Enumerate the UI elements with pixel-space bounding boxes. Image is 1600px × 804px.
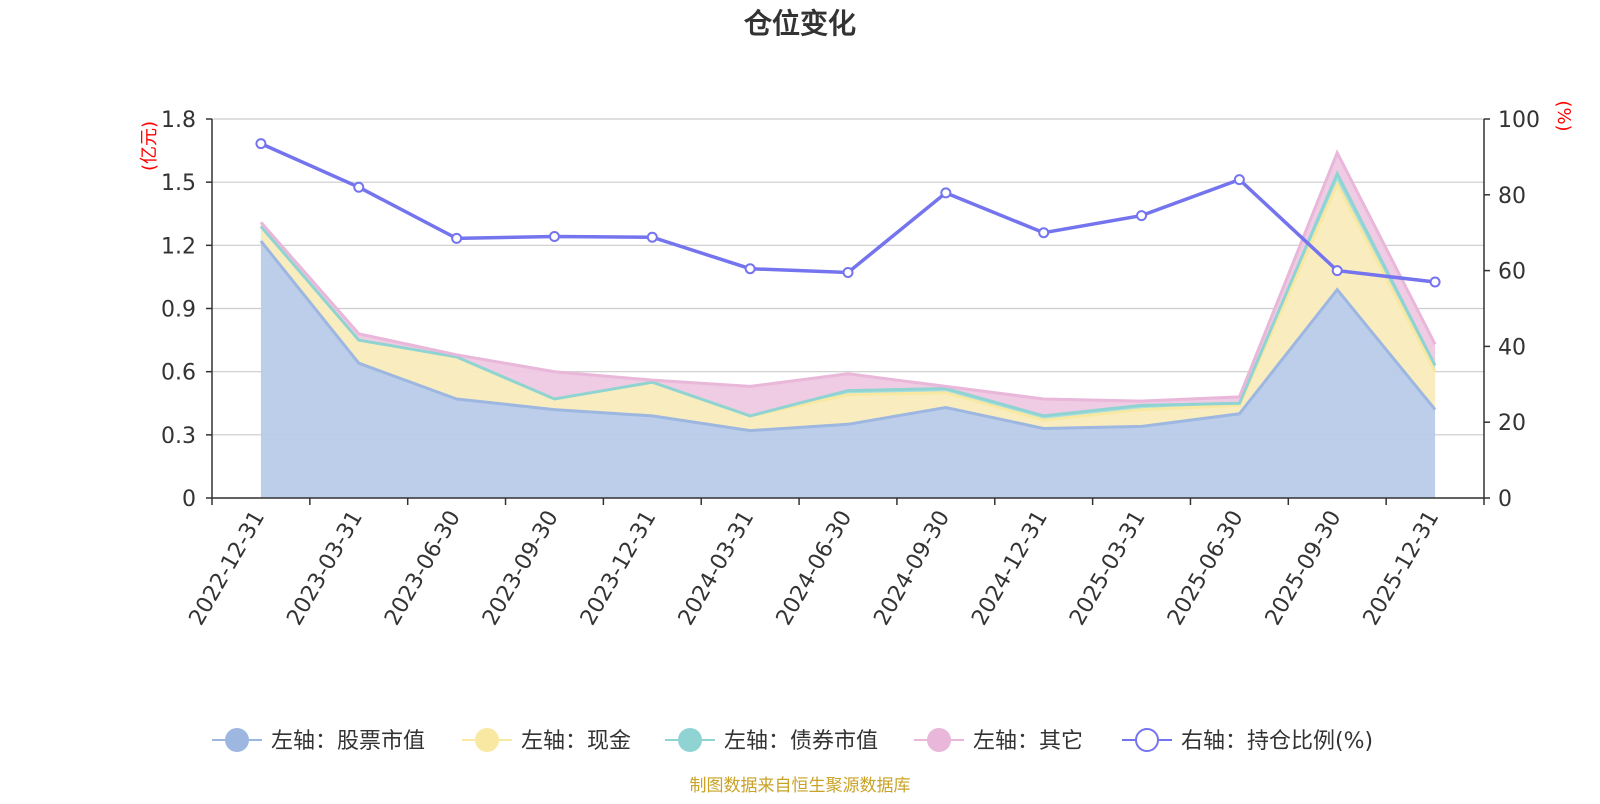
legend: 左轴：股票市值 左轴：现金 左轴：债券市值 左轴：其它 右轴：持仓比例(%): [212, 728, 1373, 754]
right-tick-label: 20: [1498, 411, 1526, 436]
legend-label: 左轴：股票市值: [271, 729, 425, 754]
x-tick-label: 2022-12-31: [185, 507, 271, 630]
left-tick-label: 1.8: [161, 108, 196, 133]
left-tick-label: 1.5: [161, 171, 196, 196]
source-note: 制图数据来自恒生聚源数据库: [690, 776, 911, 796]
right-axis-unit: (%): [1553, 100, 1574, 131]
left-tick-label: 0.3: [161, 424, 196, 449]
ratio-line-path: [260, 142, 1436, 284]
x-tick-label: 2025-03-31: [1065, 507, 1151, 630]
legend-label: 左轴：其它: [973, 729, 1083, 754]
x-tick-label: 2024-06-30: [772, 507, 858, 630]
ratio-point: [353, 181, 365, 193]
ratio-point: [1136, 210, 1148, 222]
x-tick-label: 2024-03-31: [674, 507, 760, 630]
area-edge-series-1: [259, 240, 1437, 433]
ratio-point: [1429, 276, 1441, 288]
right-tick-label: 100: [1498, 108, 1540, 133]
ratio-line: [255, 138, 1441, 288]
x-tick-label: 2025-09-30: [1261, 507, 1347, 630]
right-tick-label: 80: [1498, 184, 1526, 209]
ratio-point: [842, 266, 854, 278]
left-tick-label: 0: [182, 487, 196, 512]
x-tick-label: 2025-12-31: [1359, 507, 1445, 630]
x-tick-label: 2025-06-30: [1163, 507, 1249, 630]
area-edge-series-4: [259, 149, 1437, 403]
ratio-point: [1038, 227, 1050, 239]
left-axis-unit: (亿元): [139, 121, 160, 171]
right-tick-label: 40: [1498, 335, 1526, 360]
legend-marker: [678, 728, 702, 752]
legend-label: 左轴：现金: [521, 729, 631, 754]
left-tick-label: 0.9: [161, 298, 196, 323]
legend-marker: [1135, 728, 1159, 752]
ratio-point: [548, 230, 560, 242]
right-tick-label: 60: [1498, 260, 1526, 285]
left-tick-label: 0.6: [161, 361, 196, 386]
ratio-point: [451, 232, 463, 244]
legend-label: 左轴：债券市值: [724, 729, 878, 754]
x-tick-label: 2023-09-30: [478, 507, 564, 630]
right-tick-label: 0: [1498, 487, 1512, 512]
legend-marker: [927, 728, 951, 752]
chart-title: 仓位变化: [744, 7, 856, 40]
legend-marker: [475, 728, 499, 752]
left-tick-label: 1.2: [161, 234, 196, 259]
ratio-point: [1233, 174, 1245, 186]
ratio-point: [255, 138, 267, 150]
area-series-1: [260, 241, 1436, 498]
ratio-point: [744, 263, 756, 275]
legend-label: 右轴：持仓比例(%): [1181, 729, 1373, 754]
x-tick-label: 2023-12-31: [576, 507, 662, 630]
x-tick-label: 2023-03-31: [282, 507, 368, 630]
ratio-point: [940, 187, 952, 199]
x-tick-label: 2024-12-31: [967, 507, 1053, 630]
x-tick-label: 2024-09-30: [869, 507, 955, 630]
ratio-point: [646, 231, 658, 243]
ratio-point: [1331, 265, 1343, 277]
area-edge-series-3: [259, 170, 1437, 418]
legend-marker: [225, 728, 249, 752]
stacked-areas: [259, 149, 1437, 498]
x-tick-label: 2023-06-30: [380, 506, 466, 629]
